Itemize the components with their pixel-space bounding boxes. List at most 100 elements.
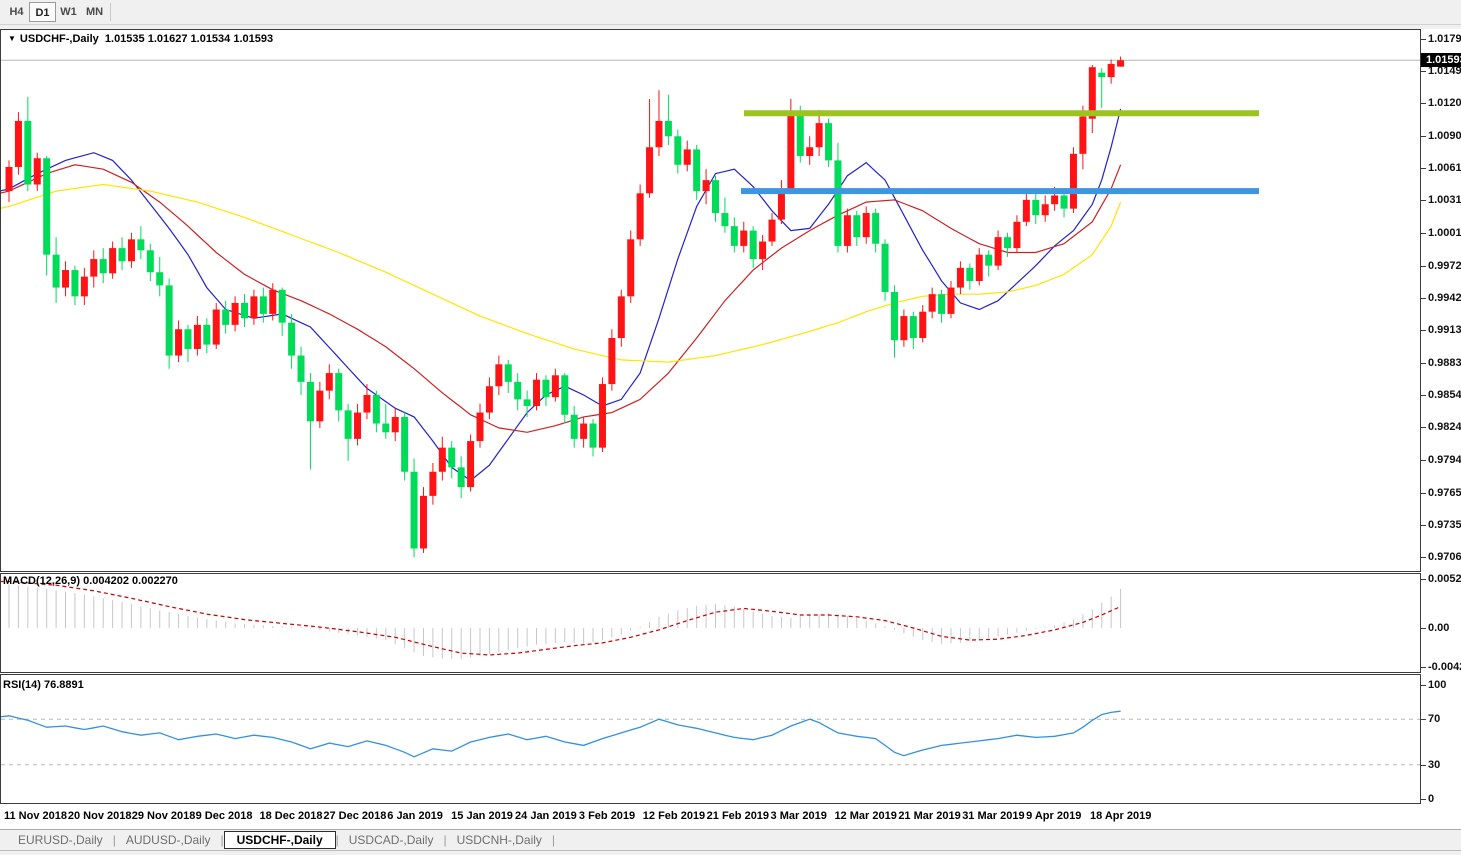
candle-body: [363, 395, 371, 413]
candle-body: [504, 364, 512, 382]
candle-body: [646, 147, 654, 194]
candle-body: [52, 254, 60, 288]
candle-body: [947, 287, 955, 314]
price-scale-label: 1.01200: [1421, 97, 1461, 109]
date-label: 18 Apr 2019: [1089, 810, 1152, 822]
candle-body: [938, 294, 946, 314]
candle-body: [589, 423, 597, 448]
symbol-tab-usdcaddaily[interactable]: USDCAD-,Daily: [348, 833, 434, 847]
candle-body: [787, 112, 795, 189]
candle-body: [33, 158, 41, 185]
candle-body: [146, 250, 154, 273]
candle-body: [523, 399, 531, 406]
candle-body: [561, 375, 569, 415]
candle-body: [730, 226, 738, 246]
candle-body: [1088, 67, 1096, 119]
macd-signal-line: [1, 580, 1121, 656]
macd-values: 0.004202 0.002270: [83, 575, 178, 587]
candle-body: [1117, 60, 1125, 67]
price-scale-label: 1.01790: [1421, 33, 1461, 45]
price-plot[interactable]: [1, 30, 1420, 571]
date-label: 31 Mar 2019: [962, 810, 1025, 822]
candle-body: [156, 272, 164, 286]
date-label: 9 Dec 2018: [195, 810, 253, 822]
candle-body: [71, 270, 79, 297]
candle-body: [664, 120, 672, 137]
candle-body: [1051, 195, 1059, 205]
candle-body: [919, 311, 927, 339]
price-scale-label: 0.97945: [1421, 454, 1461, 466]
candle-body: [1098, 72, 1106, 78]
candle-body: [542, 379, 550, 398]
date-label: 24 Jan 2019: [515, 810, 577, 822]
candle-body: [391, 416, 399, 433]
candle-body: [975, 254, 983, 281]
candle-body: [712, 180, 719, 214]
candle-body: [1060, 195, 1068, 209]
rsi-scale-label: 100: [1420, 679, 1447, 691]
price-scale-label: 0.97355: [1421, 519, 1461, 531]
tab-separator: |: [551, 833, 556, 847]
candle-body: [410, 471, 418, 549]
candle-body: [372, 395, 380, 424]
main-price-panel[interactable]: [0, 29, 1421, 572]
resistance-line[interactable]: [744, 110, 1259, 117]
candle-body: [259, 296, 267, 314]
macd-scale-label: -0.00421: [1420, 661, 1461, 673]
date-label: 6 Jan 2019: [387, 810, 443, 822]
timeframe-button-h4[interactable]: H4: [9, 6, 24, 18]
candle-body: [118, 248, 126, 262]
date-label: 18 Dec 2018: [259, 810, 323, 822]
ma-fast-blue: [1, 108, 1122, 482]
candle-body: [448, 447, 456, 468]
symbol-tab-audusddaily[interactable]: AUDUSD-,Daily: [125, 833, 211, 847]
candle-body: [777, 188, 785, 220]
candle-body: [881, 243, 889, 292]
price-scale-label: 1.00610: [1421, 162, 1461, 174]
symbol-tab-usdcnhdaily[interactable]: USDCNH-,Daily: [456, 833, 542, 847]
date-axis[interactable]: 11 Nov 2018 20 Nov 2018 29 Nov 2018 9 Dec 2…: [0, 804, 1461, 829]
rsi-plot[interactable]: [1, 675, 1420, 803]
candle-body: [598, 384, 606, 448]
candle-body: [533, 379, 541, 406]
candle-body: [617, 296, 625, 339]
candle-body: [306, 381, 314, 422]
macd-plot[interactable]: [1, 574, 1420, 672]
date-label: 12 Mar 2019: [834, 810, 897, 822]
symbol-dropdown-icon[interactable]: ▼: [8, 34, 16, 43]
candle-body: [815, 123, 823, 148]
rsi-scale-label: 30: [1420, 758, 1441, 771]
candle-body: [288, 322, 296, 356]
candle-body: [24, 120, 32, 185]
date-label: 21 Feb 2019: [706, 810, 770, 822]
candle-body: [222, 309, 230, 325]
candle-body: [834, 160, 842, 246]
support-line[interactable]: [741, 188, 1259, 195]
candle-body: [825, 123, 833, 161]
macd-panel[interactable]: [0, 573, 1421, 673]
candle-body: [212, 309, 220, 345]
candle-body: [872, 213, 880, 244]
candle-body: [853, 215, 861, 238]
candle-body: [1013, 221, 1021, 249]
timeframe-button-mn[interactable]: MN: [85, 6, 104, 18]
symbol-tab-eurusddaily[interactable]: EURUSD-,Daily: [18, 833, 103, 847]
candle-body: [127, 239, 135, 262]
timeframe-button-d1[interactable]: D1: [29, 2, 56, 22]
timeframe-button-w1[interactable]: W1: [60, 6, 77, 18]
candle-body: [928, 294, 936, 312]
candle-body: [608, 338, 616, 385]
candle-body: [806, 147, 814, 157]
macd-indicator-label: MACD(12,26,9) 0.004202 0.002270: [3, 575, 178, 587]
candle-body: [796, 112, 804, 157]
symbol-tab-usdchfdaily[interactable]: USDCHF-,Daily: [223, 830, 336, 849]
candle-body: [184, 329, 192, 349]
candle-body: [467, 441, 475, 488]
rsi-panel[interactable]: [0, 674, 1421, 804]
date-label: 12 Feb 2019: [642, 810, 706, 822]
candle-body: [862, 213, 870, 238]
date-label: 15 Jan 2019: [451, 810, 513, 822]
rsi-scale-label: 70: [1420, 713, 1441, 726]
rsi-scale-label: 0: [1420, 793, 1435, 805]
